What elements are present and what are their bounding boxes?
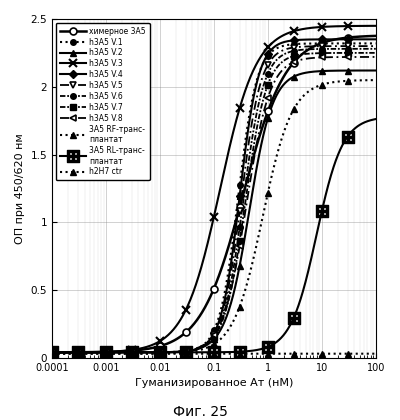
Legend: химерное 3А5, h3А5 V.1, h3А5 V.2, h3А5 V.3, h3А5 V.4, h3А5 V.5, h3А5 V.6, h3А5 V: химерное 3А5, h3А5 V.1, h3А5 V.2, h3А5 V… xyxy=(56,23,150,180)
X-axis label: Гуманизированное Ат (нМ): Гуманизированное Ат (нМ) xyxy=(135,378,293,388)
Y-axis label: ОП при 450/620 нм: ОП при 450/620 нм xyxy=(15,133,25,244)
Text: Фиг. 25: Фиг. 25 xyxy=(172,405,228,419)
